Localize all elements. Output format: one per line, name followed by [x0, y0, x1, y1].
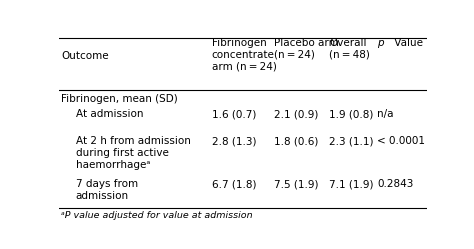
Text: At 2 h from admission
during first active
haemorrhageᵃ: At 2 h from admission during first activ…	[76, 136, 191, 170]
Text: At admission: At admission	[76, 110, 143, 120]
Text: 2.8 (1.3): 2.8 (1.3)	[212, 136, 256, 146]
Text: < 0.0001: < 0.0001	[377, 136, 425, 146]
Text: 7.1 (1.9): 7.1 (1.9)	[329, 180, 374, 189]
Text: 7 days from
admission: 7 days from admission	[76, 180, 138, 201]
Text: 0.2843: 0.2843	[377, 180, 413, 189]
Text: Outcome: Outcome	[61, 51, 109, 61]
Text: Placebo arm
(n = 24): Placebo arm (n = 24)	[274, 38, 339, 60]
Text: Fibrinogen, mean (SD): Fibrinogen, mean (SD)	[61, 94, 178, 104]
Text: Value: Value	[391, 38, 423, 48]
Text: 2.1 (0.9): 2.1 (0.9)	[274, 110, 319, 120]
Text: Overall
(n = 48): Overall (n = 48)	[329, 38, 370, 60]
Text: 1.6 (0.7): 1.6 (0.7)	[212, 110, 256, 120]
Text: 1.9 (0.8): 1.9 (0.8)	[329, 110, 374, 120]
Text: ᵃP value adjusted for value at admission: ᵃP value adjusted for value at admission	[61, 211, 253, 220]
Text: 1.8 (0.6): 1.8 (0.6)	[274, 136, 319, 146]
Text: 2.3 (1.1): 2.3 (1.1)	[329, 136, 374, 146]
Text: n/a: n/a	[377, 110, 393, 120]
Text: Fibrinogen
concentrate
arm (n = 24): Fibrinogen concentrate arm (n = 24)	[212, 38, 276, 71]
Text: 6.7 (1.8): 6.7 (1.8)	[212, 180, 256, 189]
Text: p: p	[377, 38, 383, 48]
Text: 7.5 (1.9): 7.5 (1.9)	[274, 180, 319, 189]
